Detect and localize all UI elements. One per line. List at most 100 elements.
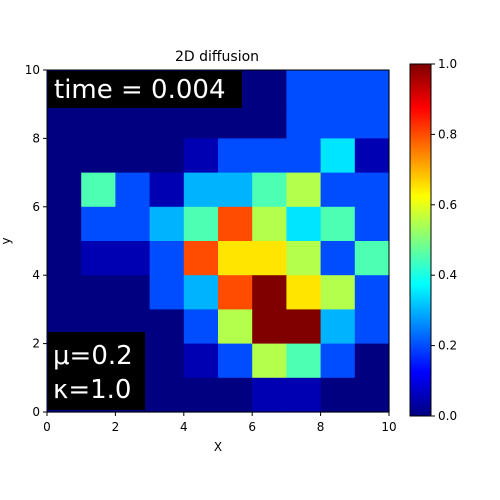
heatmap-cell: [286, 241, 322, 276]
heatmap-cell: [149, 172, 185, 208]
x-axis: 0 2 4 6 8 10: [43, 412, 397, 434]
time-annotation: time = 0.004: [54, 75, 226, 105]
heatmap-cell: [320, 377, 356, 413]
heatmap-cell: [218, 172, 253, 208]
heatmap-cell: [115, 104, 151, 139]
heatmap-cell: [320, 104, 356, 139]
colorbar-tick-label: 0.6: [438, 198, 457, 212]
heatmap-cell: [320, 138, 356, 174]
mu-annotation: μ=0.2: [53, 341, 133, 371]
colorbar-tick-label: 1.0: [438, 57, 457, 71]
heatmap-cell: [115, 138, 151, 174]
y-tick-label: 2: [32, 337, 40, 351]
heatmap-cell: [320, 275, 356, 310]
heatmap-cell: [183, 309, 219, 345]
heatmap-cell: [183, 172, 219, 208]
y-axis: 0 2 4 6 8 10: [25, 63, 47, 419]
x-tick-label: 4: [180, 420, 188, 434]
heatmap-cell: [320, 70, 356, 105]
heatmap-cell: [286, 309, 322, 345]
x-tick-label: 6: [248, 420, 256, 434]
heatmap-cell: [183, 138, 219, 174]
heatmap-cell: [354, 172, 390, 208]
heatmap-cell: [218, 275, 253, 310]
heatmap-cell: [149, 241, 185, 276]
plot-frame: [46, 69, 390, 413]
chart-title: 2D diffusion: [175, 49, 259, 65]
heatmap-cell: [81, 138, 116, 174]
heatmap-cell: [252, 104, 287, 139]
heatmap-cell: [218, 104, 253, 139]
heatmap-cell: [81, 241, 116, 276]
y-tick-label: 10: [25, 63, 40, 77]
heatmap-cell: [252, 309, 287, 345]
heatmap-cell: [81, 104, 116, 139]
heatmap-cell: [320, 172, 356, 208]
heatmap-cell: [183, 104, 219, 139]
heatmap-cell: [115, 275, 151, 310]
heatmap-cell: [354, 206, 390, 242]
heatmap-cell: [320, 241, 356, 276]
heatmap-cell: [252, 241, 287, 276]
heatmap-cell: [252, 377, 287, 413]
heatmap-cell: [47, 241, 82, 276]
heatmap-cell: [183, 206, 219, 242]
x-tick-label: 8: [317, 420, 325, 434]
x-tick-label: 2: [112, 420, 120, 434]
heatmap-cell: [252, 172, 287, 208]
heatmap-cell: [286, 343, 322, 379]
params-annotation-box: [48, 332, 145, 410]
heatmap-cell: [286, 206, 322, 242]
heatmap-cell: [81, 172, 116, 208]
heatmap-cell: [218, 138, 253, 174]
heatmap-cell: [183, 241, 219, 276]
heatmap-cell: [149, 377, 185, 413]
time-annotation-box: [48, 71, 242, 108]
heatmap-cell: [252, 206, 287, 242]
heatmap-cell: [183, 275, 219, 310]
heatmap-cell: [183, 343, 219, 379]
y-tick-label: 0: [32, 405, 40, 419]
colorbar-axis: 0.0 0.2 0.4 0.6 0.8 1.0: [431, 57, 457, 423]
colorbar-tick-label: 0.8: [438, 127, 457, 141]
heatmap-cell: [115, 172, 151, 208]
heatmap-cell: [115, 241, 151, 276]
heatmap-cell: [183, 377, 219, 413]
heatmap-cell: [354, 70, 390, 105]
heatmap-cell: [286, 172, 322, 208]
heatmap-cell: [286, 138, 322, 174]
heatmap-cell: [286, 377, 322, 413]
heatmap-cell: [354, 138, 390, 174]
heatmap-cell: [47, 104, 82, 139]
heatmap-cell: [47, 206, 82, 242]
colorbar-tick-label: 0.0: [438, 409, 457, 423]
heatmap-cell: [354, 241, 390, 276]
heatmap-cell: [320, 309, 356, 345]
heatmap-cell: [149, 309, 185, 345]
heatmap-cell: [252, 275, 287, 310]
heatmap-cell: [286, 70, 322, 105]
colorbar-tick-label: 0.4: [438, 268, 457, 282]
heatmap-cell: [252, 343, 287, 379]
x-tick-label: 10: [381, 420, 396, 434]
heatmap-cell: [47, 138, 82, 174]
kappa-annotation: κ=1.0: [53, 375, 131, 405]
heatmap-cell: [354, 104, 390, 139]
heatmap-cell: [218, 377, 253, 413]
colorbar-tick-label: 0.2: [438, 339, 457, 353]
x-axis-label: X: [214, 440, 222, 454]
heatmap-cell: [149, 275, 185, 310]
heatmap-cell: [218, 309, 253, 345]
heatmap-cell: [149, 104, 185, 139]
heatmap-cell: [354, 275, 390, 310]
heatmap-cell: [354, 377, 390, 413]
heatmap-cell: [149, 138, 185, 174]
heatmap-cell: [149, 343, 185, 379]
heatmap-cell: [218, 343, 253, 379]
x-tick-label: 0: [43, 420, 51, 434]
heatmap-cell: [218, 241, 253, 276]
heatmap-cell: [252, 70, 287, 105]
heatmap-cell: [81, 206, 116, 242]
